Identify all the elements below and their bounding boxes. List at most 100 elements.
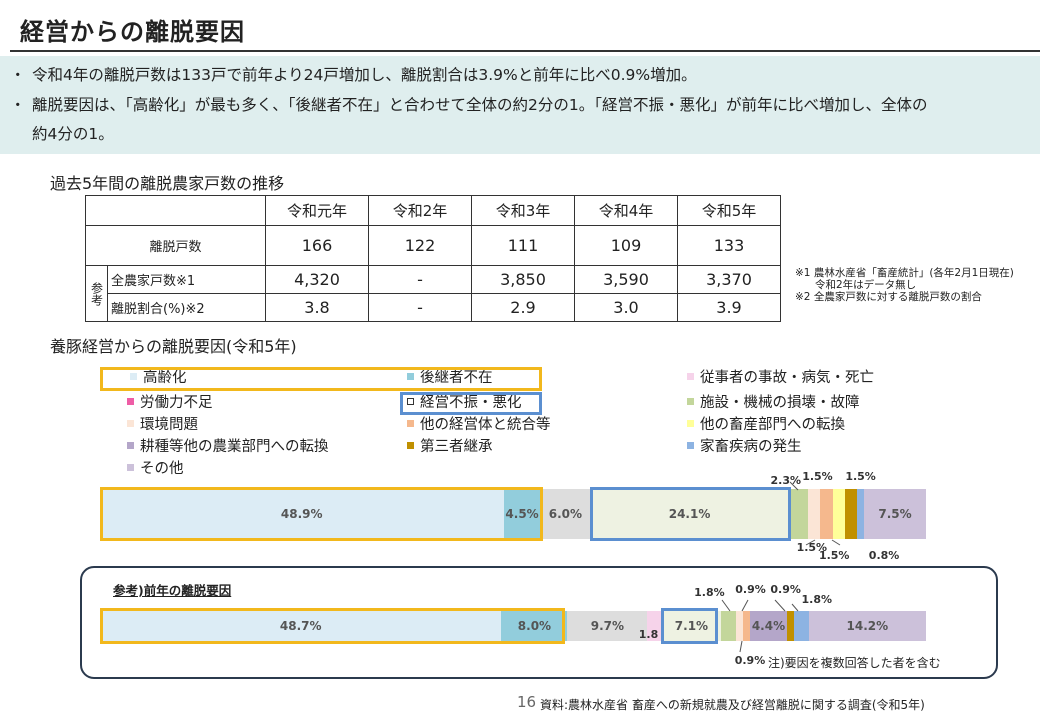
bar-segment: 6.0% bbox=[540, 489, 591, 539]
note-2: ※2 全農家戸数に対する離脱戸数の割合 bbox=[795, 291, 982, 303]
highlight-box-aging-successor bbox=[100, 367, 542, 391]
row-label-rate: 離脱割合(%)※2 bbox=[107, 293, 266, 322]
table-cell: 3.9 bbox=[677, 293, 781, 322]
bar-value-label: 0.9% bbox=[734, 654, 766, 667]
summary-bullet-2-cont: 約4分の1。 bbox=[32, 125, 114, 143]
bar-value-label: 7.1% bbox=[674, 619, 709, 633]
bar-value-label: 0.8% bbox=[868, 549, 900, 562]
legend-swatch bbox=[687, 372, 694, 380]
legend-label: 経営不振・悪化 bbox=[420, 395, 522, 411]
legend-item: 他の畜産部門への転換 bbox=[687, 415, 845, 435]
bar-segment bbox=[857, 489, 865, 539]
bar-value-label: 1.8% bbox=[694, 586, 725, 599]
legend-swatch bbox=[130, 372, 137, 380]
bar-value-label: 24.1% bbox=[668, 507, 711, 521]
summary-panel: ・令和4年の離脱戸数は133戸で前年より24戸増加し、離脱割合は3.9%と前年に… bbox=[0, 56, 1040, 154]
legend-swatch bbox=[687, 441, 694, 449]
highlight-bar-aging-successor bbox=[100, 487, 543, 541]
legend-swatch bbox=[127, 441, 134, 449]
leader-line bbox=[831, 539, 841, 546]
table-cell: 133 bbox=[677, 225, 781, 266]
bar-value-label: 1.5% bbox=[802, 470, 833, 483]
table-cell: 3,850 bbox=[471, 265, 575, 294]
bar-segment bbox=[845, 489, 858, 539]
table-cell: 111 bbox=[471, 225, 575, 266]
bar-value-label: 48.7% bbox=[279, 619, 322, 633]
bar-value-label: 1.8 bbox=[638, 628, 659, 641]
legend-item: 従事者の事故・病気・死亡 bbox=[687, 368, 874, 388]
title-underline bbox=[10, 50, 1040, 52]
legend-swatch bbox=[127, 397, 134, 405]
legend-item: 経営不振・悪化 bbox=[407, 393, 522, 413]
legend-label: 耕種等他の農業部門への転換 bbox=[140, 439, 329, 455]
bar-value-label: 1.5% bbox=[845, 470, 876, 483]
bar-segment: 9.7% bbox=[567, 611, 648, 641]
bar-value-label: 0.9% bbox=[735, 583, 766, 596]
bar-segment bbox=[720, 611, 736, 641]
row-label-exits: 離脱戸数 bbox=[85, 225, 266, 266]
bar-value-label: 48.9% bbox=[280, 507, 323, 521]
legend-swatch bbox=[687, 397, 694, 405]
legend-label: 家畜疾病の発生 bbox=[700, 439, 802, 455]
factors-bar-r5: 48.9% 4.5% 6.0% 24.1% 7.5% bbox=[100, 489, 926, 539]
col-year-2: 令和2年 bbox=[368, 195, 472, 226]
bar-value-label: 1.5% bbox=[818, 549, 850, 562]
ref-label: 参考 bbox=[85, 265, 108, 322]
legend-item: 施設・機械の損壊・故障 bbox=[687, 393, 860, 413]
previous-note: 注)要因を複数回答した者を含む bbox=[768, 656, 941, 670]
page-number: 16 bbox=[517, 693, 537, 711]
legend-label: 施設・機械の損壊・故障 bbox=[700, 395, 860, 411]
legend-swatch bbox=[407, 441, 414, 449]
legend-swatch bbox=[407, 397, 414, 405]
bar-segment bbox=[735, 611, 743, 641]
legend-label: 第三者継承 bbox=[420, 439, 493, 455]
table-cell: 3,590 bbox=[574, 265, 678, 294]
legend-swatch bbox=[127, 463, 134, 471]
table-cell: 122 bbox=[368, 225, 472, 266]
col-year-4: 令和4年 bbox=[574, 195, 678, 226]
highlight-prev-aging-successor bbox=[100, 608, 565, 644]
bar-value-label: 2.3% bbox=[770, 474, 802, 487]
table-notes: ※1 農林水産省「畜産統計」(各年2月1日現在) 令和2年はデータ無し ※2 全… bbox=[795, 267, 1014, 303]
summary-bullet-2: ・離脱要因は、「高齢化」が最も多く、「後継者不在」と合わせて全体の約2分の1。「… bbox=[10, 96, 928, 114]
col-year-3: 令和3年 bbox=[471, 195, 575, 226]
bar-segment: 48.7% bbox=[100, 611, 502, 641]
legend-label: 労働力不足 bbox=[140, 395, 213, 411]
bar-segment: 7.5% bbox=[864, 489, 926, 539]
table-cell: 166 bbox=[265, 225, 369, 266]
bar-value-label: 9.7% bbox=[590, 619, 624, 633]
history-table: 令和元年 令和2年 令和3年 令和4年 令和5年 離脱戸数 166 122 11… bbox=[85, 195, 781, 322]
bar-value-label: 1.8% bbox=[801, 593, 833, 606]
legend-item: 他の経営体と統合等 bbox=[407, 415, 551, 435]
row-label-total: 全農家戸数※1 bbox=[107, 265, 266, 294]
legend-item: 後継者不在 bbox=[407, 368, 493, 388]
legend-label: 後継者不在 bbox=[420, 370, 493, 386]
bar-segment bbox=[832, 489, 846, 539]
bar-segment: 8.0% bbox=[501, 611, 568, 641]
note-1b: 令和2年はデータ無し bbox=[815, 279, 917, 291]
legend-item: 第三者継承 bbox=[407, 437, 493, 457]
note-1: ※1 農林水産省「畜産統計」(各年2月1日現在) bbox=[795, 267, 1014, 279]
legend-label: 環境問題 bbox=[140, 417, 198, 433]
legend-label: 他の畜産部門への転換 bbox=[700, 417, 845, 433]
table-cell: 3,370 bbox=[677, 265, 781, 294]
highlight-box-management bbox=[400, 392, 542, 415]
highlight-bar-management bbox=[590, 487, 791, 541]
bar-value-label: 14.2% bbox=[846, 619, 889, 633]
source-note: 資料:農林水産省 畜産への新規就農及び経営離脱に関する調査(令和5年) bbox=[540, 698, 925, 712]
legend-item: その他 bbox=[127, 459, 184, 479]
bar-segment bbox=[647, 611, 663, 641]
legend-item: 耕種等他の農業部門への転換 bbox=[127, 437, 329, 457]
legend-label: 高齢化 bbox=[143, 370, 187, 386]
table-cell: 3.8 bbox=[265, 293, 369, 322]
table-cell: 4,320 bbox=[265, 265, 369, 294]
bar-value-label: 1.5% bbox=[796, 541, 828, 554]
legend-label: その他 bbox=[140, 461, 184, 477]
bar-segment: 24.1% bbox=[590, 489, 789, 539]
col-year-1: 令和元年 bbox=[265, 195, 369, 226]
legend-item: 高齢化 bbox=[130, 368, 187, 388]
bar-segment bbox=[820, 489, 833, 539]
bar-value-label: 8.0% bbox=[517, 619, 552, 633]
factors-heading: 養豚経営からの離脱要因(令和5年) bbox=[50, 337, 297, 356]
table-cell: - bbox=[368, 265, 472, 294]
